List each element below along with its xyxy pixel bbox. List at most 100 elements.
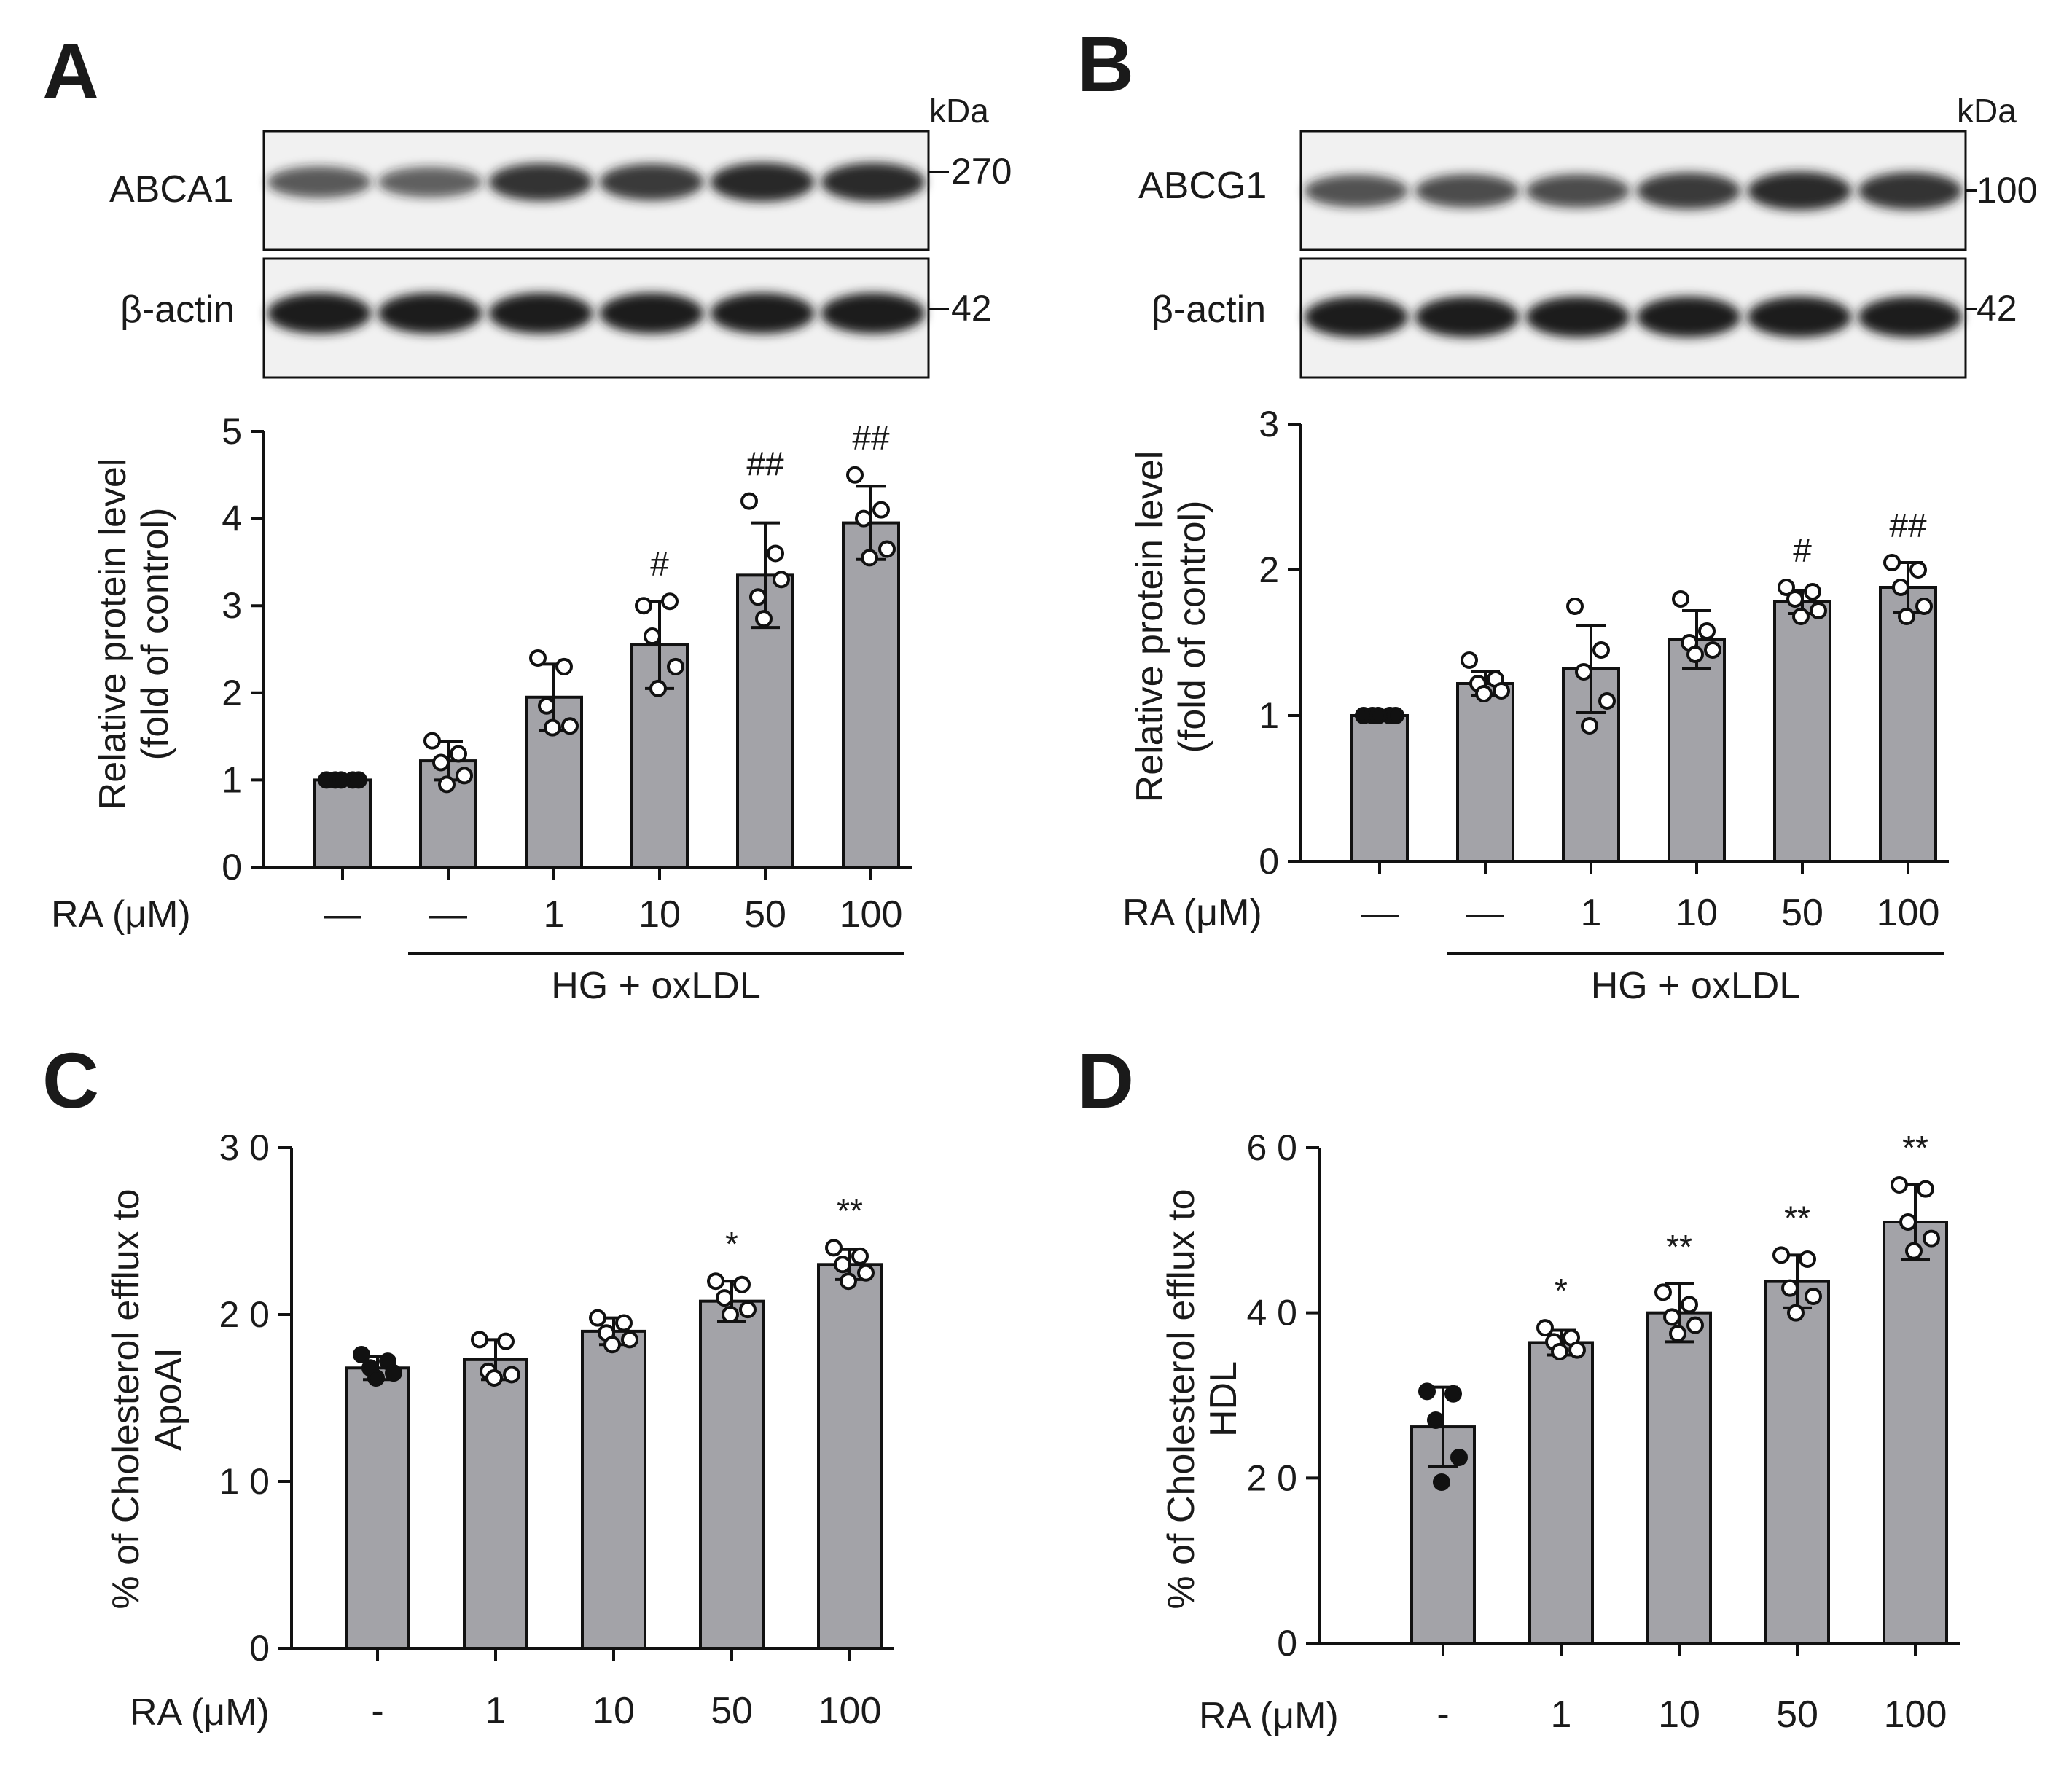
data-point	[1427, 1411, 1444, 1429]
blot-label-abcg1: ABCG1	[1138, 165, 1267, 207]
panel-label-d: D	[1077, 1036, 1134, 1124]
y-tick-label: 5	[222, 411, 242, 452]
significance-mark: *	[725, 1225, 738, 1263]
data-point	[621, 1331, 638, 1349]
data-point	[1493, 682, 1510, 700]
y-tick-label: 0	[1259, 841, 1279, 882]
data-point	[749, 588, 767, 606]
significance-mark: **	[1666, 1228, 1692, 1266]
y-axis-label: % of Cholesterol efflux to	[1160, 1188, 1203, 1609]
data-point	[432, 753, 450, 772]
data-point	[855, 509, 872, 528]
y-tick-label: 1	[222, 759, 242, 800]
western-blot-b: kDa ABCG1 100 β-actin 42	[1138, 92, 2037, 379]
bar	[1879, 586, 1937, 863]
group-label: HG + oxLDL	[1591, 965, 1801, 1007]
x-tick-label: 100	[818, 1690, 882, 1732]
data-point	[450, 745, 467, 763]
y-axis-label: Relative protein level	[92, 458, 134, 810]
significance-mark: ##	[746, 445, 784, 483]
blot-label-abca1: ABCA1	[109, 168, 234, 211]
bands-actin-a	[267, 293, 926, 334]
data-point	[1781, 1279, 1799, 1297]
data-point	[1581, 717, 1598, 735]
blot-band	[1858, 172, 1963, 210]
y-tick-label: 3 0	[219, 1127, 270, 1168]
blot-band	[710, 162, 815, 202]
x-tick-label: —	[1361, 892, 1399, 934]
blot-band	[1636, 172, 1741, 210]
data-point	[456, 767, 473, 785]
data-point	[1892, 579, 1909, 596]
x-tick-label: 50	[744, 893, 786, 936]
x-tick-label: 1	[1581, 892, 1602, 934]
data-point	[861, 549, 878, 567]
data-point	[1787, 1304, 1805, 1322]
blot-band	[488, 293, 593, 334]
blot-frame-abcg1	[1299, 130, 1967, 251]
blot-band	[1415, 297, 1520, 337]
bar	[1883, 1221, 1948, 1645]
bar	[313, 778, 372, 869]
data-point	[1792, 608, 1810, 625]
data-point	[1672, 590, 1689, 608]
data-point	[635, 597, 652, 615]
data-point	[1444, 1385, 1462, 1403]
kda-label-b: kDa	[1957, 92, 2017, 130]
data-point	[589, 1309, 606, 1327]
data-point	[722, 1306, 739, 1323]
blot-band	[1304, 174, 1409, 208]
significance-mark: **	[837, 1191, 863, 1229]
bar-chart-a: 0 1 2 3 4 5 Relative protein level (fold of con…	[51, 411, 912, 1007]
bar	[1773, 600, 1831, 863]
data-point	[1663, 1308, 1681, 1326]
data-point	[1804, 583, 1821, 600]
bar	[699, 1299, 765, 1650]
y-tick-label: 0	[1277, 1623, 1297, 1664]
data-point	[1778, 579, 1795, 596]
blot-frame-actin-b	[1299, 257, 1967, 379]
data-point	[1575, 663, 1592, 681]
y-axis-label: % of Cholesterol efflux to	[105, 1188, 147, 1609]
data-point	[1450, 1449, 1468, 1466]
y-tick-label: 4	[222, 498, 242, 539]
data-point	[385, 1364, 402, 1382]
data-point	[367, 1369, 385, 1387]
significance-mark: ##	[852, 419, 890, 457]
blot-band	[378, 167, 482, 197]
blot-band	[1747, 171, 1852, 211]
data-point	[1698, 622, 1716, 640]
data-point	[471, 1331, 488, 1349]
blot-band	[599, 293, 704, 334]
data-point	[733, 1275, 751, 1293]
blot-band	[821, 293, 926, 334]
bands-abcg1	[1304, 171, 1963, 211]
bar	[1668, 638, 1726, 863]
blot-frame-abca1	[262, 130, 930, 251]
y-tick-label: 3	[1259, 404, 1279, 444]
marker-label-42-a: 42	[951, 288, 992, 329]
bar	[1528, 1341, 1594, 1645]
blot-frame-actin-a	[262, 257, 930, 379]
significance-mark: **	[1902, 1129, 1928, 1167]
data-point	[840, 1272, 857, 1291]
data-point	[555, 657, 573, 675]
panel-label-c: C	[42, 1036, 99, 1124]
kda-label-a: kDa	[929, 92, 989, 130]
y-axis-label: Relative protein level	[1129, 451, 1171, 803]
data-point	[667, 657, 684, 675]
blot-band	[710, 293, 815, 334]
data-point	[649, 679, 667, 697]
data-point	[1915, 598, 1933, 615]
significance-mark: #	[1793, 531, 1812, 569]
significance-mark: *	[1555, 1272, 1568, 1309]
bar-chart-b: 0 1 2 3 Relative protein level (fold of contr…	[1122, 404, 1949, 1007]
data-point	[1669, 1325, 1686, 1342]
blot-band	[1525, 297, 1630, 337]
data-point	[740, 492, 758, 510]
bar	[345, 1366, 410, 1650]
blot-label-actin-b: β-actin	[1152, 289, 1266, 331]
data-point	[438, 775, 456, 794]
data-point	[1891, 1176, 1908, 1194]
x-tick-label: 10	[593, 1690, 635, 1732]
